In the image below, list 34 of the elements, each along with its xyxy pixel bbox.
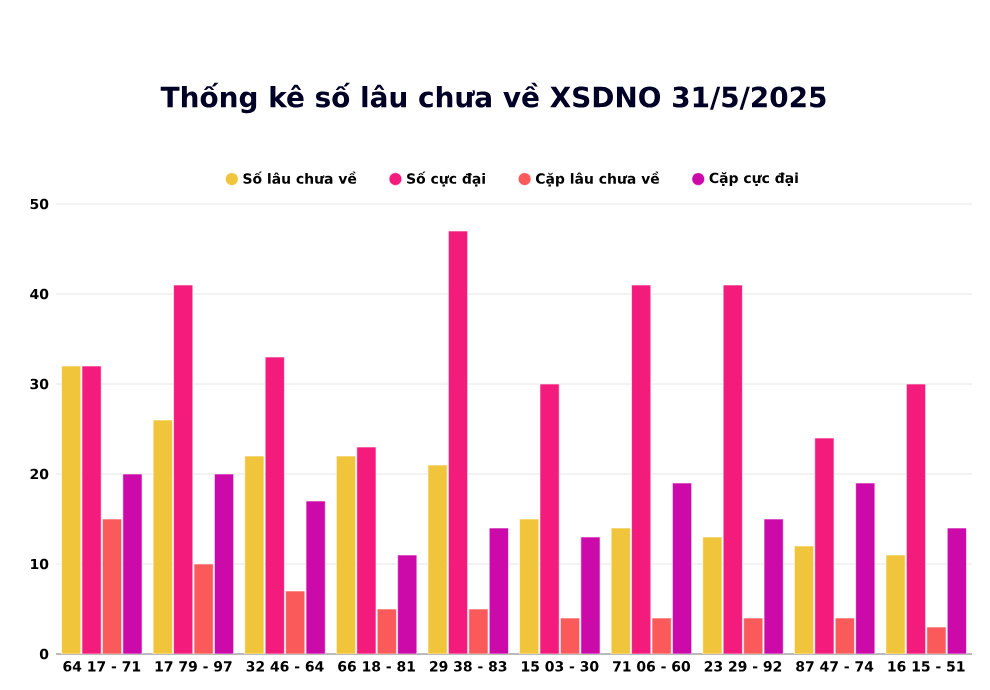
bar (122, 473, 143, 654)
bar (285, 590, 306, 654)
bar (448, 230, 468, 654)
bar (631, 284, 652, 654)
bar (763, 518, 784, 654)
bar (305, 500, 326, 654)
bar (102, 518, 122, 654)
bar (672, 482, 692, 654)
bar (173, 284, 194, 654)
bar (264, 356, 285, 654)
chart-title: Thống kê số lâu chưa về XSDNO 31/5/2025 (160, 82, 826, 114)
bar (244, 455, 265, 654)
bar (794, 545, 814, 654)
bar (580, 536, 601, 654)
bar (946, 527, 967, 654)
bar (814, 437, 835, 654)
bar (610, 527, 631, 654)
bar (61, 365, 82, 654)
bar (722, 284, 743, 654)
bar (81, 365, 102, 654)
bar (397, 554, 418, 654)
bar (336, 455, 356, 654)
bar (427, 464, 448, 654)
bar (885, 554, 906, 654)
bar (193, 563, 214, 654)
bar (906, 383, 926, 654)
bar (702, 536, 723, 654)
bar (539, 383, 560, 654)
bar (152, 419, 173, 654)
bar (488, 527, 509, 654)
bar (214, 473, 234, 654)
bar (356, 446, 377, 654)
bar (855, 482, 876, 654)
bar (519, 518, 540, 654)
